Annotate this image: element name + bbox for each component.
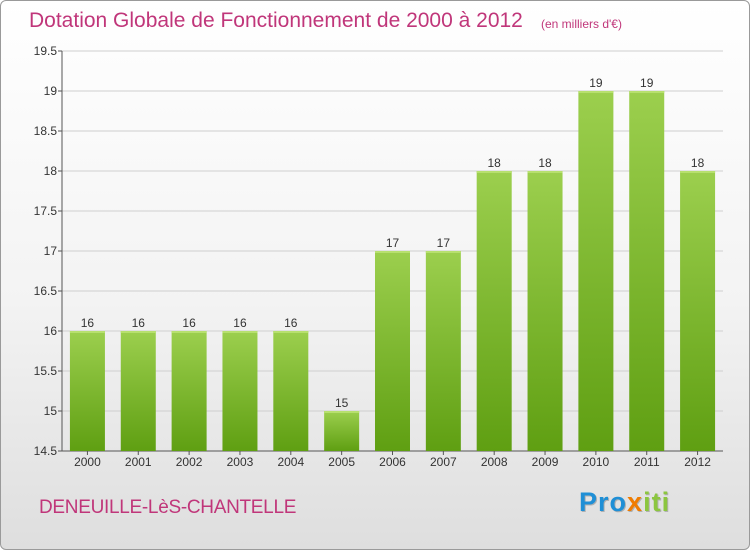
y-tick-label: 19.5 [34,44,58,58]
x-tick-label: 2006 [379,455,406,469]
data-label: 16 [132,316,146,330]
bar-highlight [680,171,716,173]
bar [476,171,512,451]
bar [680,171,716,451]
data-label: 19 [589,76,603,90]
data-label: 16 [284,316,298,330]
logo-letter: t [651,487,662,517]
bar-highlight [476,171,512,173]
y-tick-label: 14.5 [34,444,58,458]
bar [222,331,258,451]
y-tick-label: 17.5 [34,204,58,218]
data-label: 18 [691,156,705,170]
axes: 14.5 15 15.5 16 16.5 17 17.5 18 18.5 19 19.5 2000 20… [34,44,723,469]
bar [629,91,665,451]
data-label: 15 [335,396,349,410]
proxiti-logo[interactable]: Proxiti [579,487,670,518]
x-tick-label: 2003 [227,455,254,469]
x-tick-label: 2004 [277,455,304,469]
x-tick-label: 2001 [125,455,152,469]
data-label: 16 [81,316,95,330]
bar [578,91,614,451]
data-label: 19 [640,76,654,90]
x-tick-label: 2007 [430,455,457,469]
bar-highlight [273,331,309,333]
data-label: 17 [437,236,451,250]
bar-highlight [222,331,258,333]
y-tick-label: 19 [44,84,58,98]
bar [425,251,461,451]
bar-highlight [527,171,563,173]
bars [69,91,716,451]
bar-highlight [425,251,461,253]
bar [273,331,309,451]
x-tick-label: 2010 [583,455,610,469]
logo-letter: x [627,487,644,517]
commune-name: DENEUILLE-LèS-CHANTELLE [39,497,297,518]
bar-highlight [69,331,105,333]
bar [120,331,156,451]
x-tick-label: 2012 [684,455,711,469]
x-tick-label: 2008 [481,455,508,469]
bar-highlight [324,411,360,413]
y-tick-label: 16.5 [34,284,58,298]
bar-highlight [171,331,207,333]
y-tick-label: 15.5 [34,364,58,378]
data-label: 16 [233,316,247,330]
y-tick-label: 15 [44,404,58,418]
bar [324,411,360,451]
bar-highlight [120,331,156,333]
y-tick-label: 16 [44,324,58,338]
bar [375,251,410,451]
bar-highlight [629,91,665,93]
x-tick-label: 2002 [176,455,203,469]
logo-letter: r [598,487,610,517]
logo-letter: P [579,487,599,517]
bar-highlight [578,91,614,93]
bar-highlight [375,251,410,253]
y-tick-label: 17 [44,244,58,258]
logo-letter: i [643,487,652,517]
chart-title: Dotation Globale de Fonctionnement de 20… [29,9,523,32]
data-label: 18 [488,156,502,170]
y-tick-label: 18.5 [34,124,58,138]
data-label: 17 [386,236,400,250]
chart-subtitle: (en milliers d'€) [541,17,622,31]
x-tick-label: 2011 [634,455,660,469]
x-tick-label: 2000 [74,455,101,469]
logo-letter: i [661,487,671,517]
bar [527,171,563,451]
x-tick-label: 2009 [532,455,559,469]
bar [171,331,207,451]
y-tick-label: 18 [44,164,58,178]
logo-letter: o [609,487,628,517]
data-label: 16 [182,316,196,330]
data-labels: 16 16 16 16 16 15 17 17 18 18 19 19 18 [81,76,705,410]
bar [69,331,105,451]
x-tick-label: 2005 [328,455,355,469]
data-label: 18 [538,156,552,170]
